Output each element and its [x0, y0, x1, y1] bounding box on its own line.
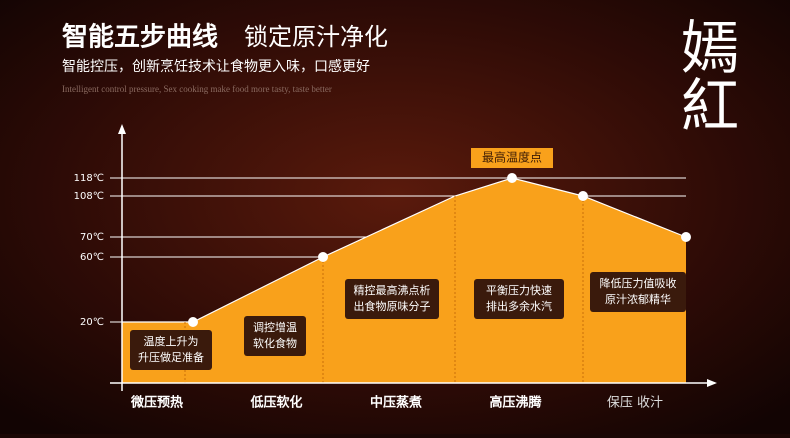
annotation-box [471, 148, 553, 168]
data-point [681, 232, 691, 242]
note-box [244, 316, 306, 356]
note-text: 精控最高沸点析 [354, 283, 431, 297]
annotation: 最高温度点 [482, 150, 542, 165]
note-text: 调控增温 [253, 320, 297, 334]
note-text: 排出多余水汽 [486, 299, 552, 313]
data-point [578, 191, 588, 201]
note-text: 温度上升为 [144, 334, 199, 348]
note-text: 平衡压力快速 [486, 284, 552, 297]
y-tick-label: 118℃ [74, 173, 104, 184]
x-tick-label: 保压 收汁 [607, 396, 663, 411]
logo: 嫣紅 [671, 17, 739, 133]
note-box [474, 279, 564, 319]
data-point [318, 252, 328, 262]
y-tick-label: 60℃ [80, 252, 104, 263]
note-box [590, 272, 686, 312]
note-box [345, 279, 439, 319]
y-axis-arrow [118, 124, 126, 134]
x-axis-arrow [707, 379, 717, 387]
note-text: 降低压力值吸收 [600, 276, 677, 290]
subtitle: 智能控压，创新烹饪技术让食物更入味，口感更好 [62, 58, 370, 75]
note-box [130, 330, 212, 370]
note-text: 原汁浓郁精华 [605, 292, 671, 306]
note-text: 出食物原味分子 [354, 299, 431, 313]
note-text: 软化食物 [253, 336, 297, 350]
note-text: 升压做足准备 [138, 350, 204, 364]
y-tick-label: 70℃ [80, 232, 104, 243]
title: 智能五步曲线 [62, 22, 218, 53]
data-point [507, 173, 517, 183]
x-tick-label: 微压预热 [130, 395, 183, 411]
english-text: Intelligent control pressure, Sex cookin… [62, 84, 332, 94]
x-tick-label: 高压沸腾 [489, 395, 542, 411]
x-tick-label: 低压软化 [249, 395, 302, 411]
title-suffix: 锁定原汁净化 [244, 23, 388, 51]
data-point [188, 317, 198, 327]
x-tick-label: 中压蒸煮 [370, 395, 422, 411]
y-tick-label: 108℃ [74, 191, 104, 202]
y-tick-label: 20℃ [80, 317, 104, 328]
